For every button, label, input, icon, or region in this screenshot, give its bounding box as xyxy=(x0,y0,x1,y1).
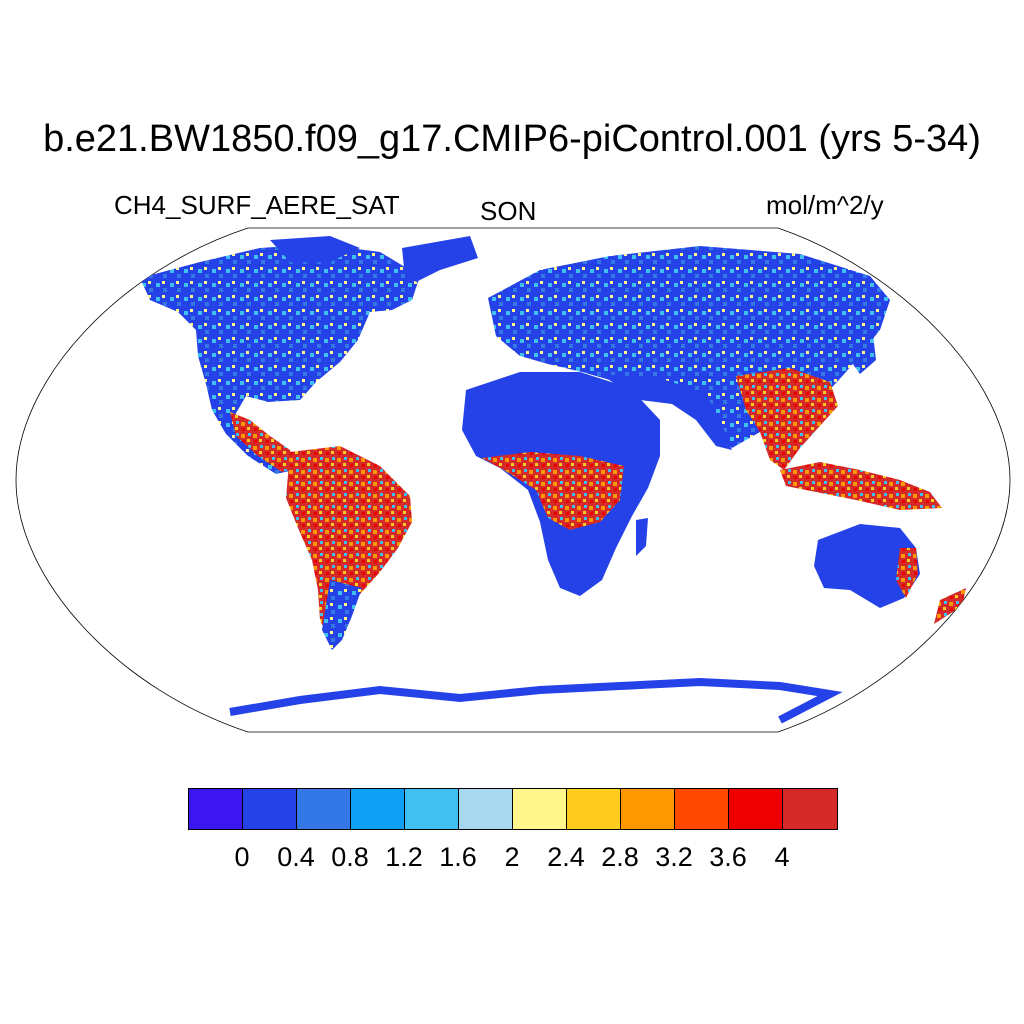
greenland-coast xyxy=(402,236,478,282)
madagascar xyxy=(636,518,648,556)
north-america xyxy=(140,244,420,474)
colorbar-box xyxy=(459,789,513,829)
season-label: SON xyxy=(480,196,537,226)
colorbar xyxy=(188,788,838,830)
new-zealand xyxy=(934,588,966,624)
colorbar-tick-label: 2.4 xyxy=(547,842,585,872)
south-america xyxy=(286,446,412,642)
colorbar-box xyxy=(513,789,567,829)
colorbar-tick-label: 0.8 xyxy=(331,842,369,872)
colorbar-box xyxy=(351,789,405,829)
colorbar-box xyxy=(189,789,243,829)
japan xyxy=(850,326,876,374)
variable-name: CH4_SURF_AERE_SAT xyxy=(114,190,400,220)
australia xyxy=(814,524,920,608)
australia-east-coast xyxy=(896,548,918,598)
antarctica-coast xyxy=(229,677,843,724)
colorbar-box xyxy=(621,789,675,829)
south-asia xyxy=(600,374,732,450)
colorbar-box xyxy=(405,789,459,829)
colorbar-box xyxy=(297,789,351,829)
colorbar-tick-label: 0 xyxy=(234,842,250,872)
north-america-south-east xyxy=(230,412,296,472)
central-africa-band xyxy=(482,452,624,530)
units-label: mol/m^2/y xyxy=(766,190,884,220)
colorbar-tick-label: 1.2 xyxy=(385,842,423,872)
colorbar-tick-label: 3.2 xyxy=(655,842,693,872)
colorbar-box xyxy=(675,789,729,829)
colorbar-tick-label: 1.6 xyxy=(439,842,477,872)
colorbar-box xyxy=(243,789,297,829)
colorbar-tick-label: 3.6 xyxy=(709,842,747,872)
south-east-asia xyxy=(736,368,838,470)
colorbar-box xyxy=(729,789,783,829)
colorbar-tick-label: 2 xyxy=(504,842,520,872)
colorbar-tick-label: 0.4 xyxy=(277,842,315,872)
maritime-continent xyxy=(780,462,942,510)
colorbar-box xyxy=(783,789,837,829)
south-america-southern xyxy=(322,580,362,650)
arctic-islands xyxy=(270,236,360,262)
colorbar-labels: 0 0.4 0.8 1.2 1.6 2 2.4 2.8 3.2 3.6 4 xyxy=(188,842,836,872)
plot-title: b.e21.BW1850.f09_g17.CMIP6-piControl.001… xyxy=(43,118,981,160)
colorbar-tick-label: 4 xyxy=(774,842,790,872)
colorbar-tick-label: 2.8 xyxy=(601,842,639,872)
colorbar-box xyxy=(567,789,621,829)
